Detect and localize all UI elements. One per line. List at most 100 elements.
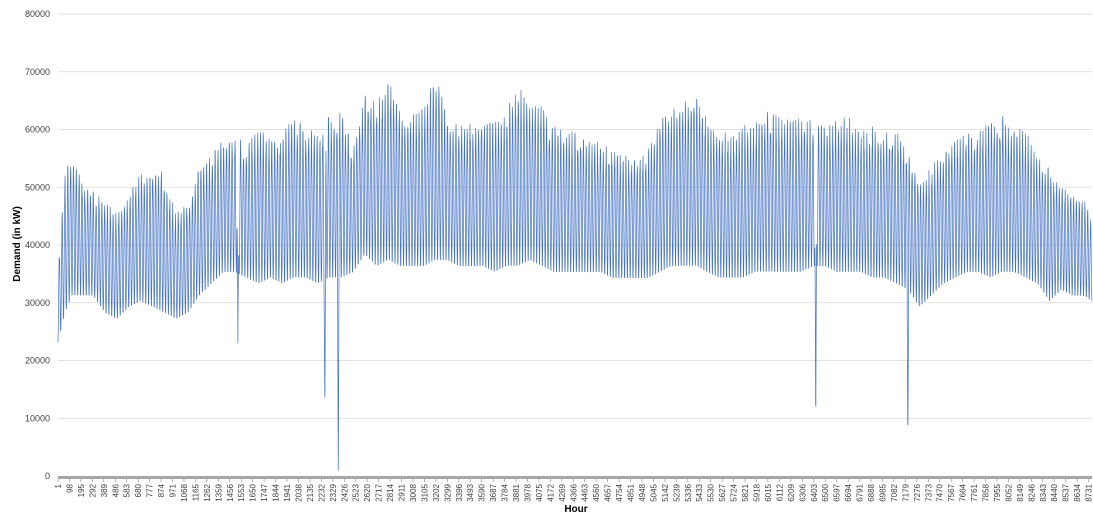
- x-tick-label: 8149: [1016, 483, 1025, 501]
- x-tick-label: 3978: [523, 483, 532, 501]
- x-tick-label: 4269: [558, 483, 567, 501]
- x-tick-label: 5724: [730, 483, 739, 501]
- x-tick-label: 7567: [947, 483, 956, 501]
- x-tick-label: 7955: [993, 483, 1002, 501]
- x-tick-label: 5530: [707, 483, 716, 501]
- x-tick-label: 7470: [936, 483, 945, 501]
- x-tick-label: 7082: [890, 483, 899, 501]
- x-tick-label: 1165: [191, 483, 200, 501]
- x-tick-label: 5627: [718, 483, 727, 501]
- x-tick-label: 8440: [1050, 483, 1059, 501]
- x-tick-label: 4754: [615, 483, 624, 501]
- x-axis-line: [58, 476, 1092, 479]
- x-tick-label: 2426: [340, 483, 349, 501]
- x-tick-label: 1844: [272, 483, 281, 501]
- x-tick-label: 2620: [363, 483, 372, 501]
- x-tick-label: 7373: [924, 483, 933, 501]
- x-tick-label: 2135: [306, 483, 315, 501]
- x-tick-label: 4657: [604, 483, 613, 501]
- x-tick-label: 3687: [489, 483, 498, 501]
- x-tick-label: 2523: [352, 483, 361, 501]
- x-tick-label: 3493: [466, 483, 475, 501]
- y-tick-label: 80000: [25, 9, 50, 19]
- x-tick-label: 1068: [180, 483, 189, 501]
- x-tick-label: 6306: [798, 483, 807, 501]
- x-tick-label: 1553: [237, 483, 246, 501]
- x-tick-label: 6403: [810, 483, 819, 501]
- x-tick-label: 1650: [249, 483, 258, 501]
- y-tick-label: 50000: [25, 182, 50, 192]
- x-tick-label: 5918: [753, 483, 762, 501]
- x-tick-label: 6791: [856, 483, 865, 501]
- y-tick-label: 30000: [25, 298, 50, 308]
- x-tick-label: 680: [134, 483, 143, 497]
- x-tick-label: 2717: [375, 483, 384, 501]
- x-tick-label: 8052: [1004, 483, 1013, 501]
- x-tick-label: 2232: [317, 483, 326, 501]
- x-tick-label: 5142: [661, 483, 670, 501]
- x-tick-label: 4948: [638, 483, 647, 501]
- x-tick-label: 583: [123, 483, 132, 497]
- x-tick-label: 4075: [535, 483, 544, 501]
- y-tick-label: 20000: [25, 356, 50, 366]
- x-tick-label: 6694: [844, 483, 853, 501]
- x-tick-label: 7276: [913, 483, 922, 501]
- x-tick-label: 7179: [901, 483, 910, 501]
- x-tick-label: 7664: [959, 483, 968, 501]
- x-tick-label: 1359: [214, 483, 223, 501]
- x-tick-label: 3105: [420, 483, 429, 501]
- x-tick-label: 7858: [982, 483, 991, 501]
- x-tick-label: 5045: [649, 483, 658, 501]
- x-tick-label: 3590: [478, 483, 487, 501]
- x-tick-label: 8343: [1039, 483, 1048, 501]
- x-axis-ticks: 1 98 195 292 389 486 583 680 777 874 971 1068 1165 12…: [54, 479, 1093, 502]
- x-tick-label: 1262: [203, 483, 212, 501]
- y-tick-label: 0: [45, 471, 50, 481]
- x-tick-label: 4560: [592, 483, 601, 501]
- y-tick-label: 40000: [25, 240, 50, 250]
- x-tick-label: 1747: [260, 483, 269, 501]
- x-tick-label: 3396: [455, 483, 464, 501]
- y-axis-title: Demand (in kW): [12, 206, 23, 282]
- x-tick-label: 5336: [684, 483, 693, 501]
- x-tick-label: 1456: [226, 483, 235, 501]
- x-axis: [58, 476, 1092, 479]
- y-axis-ticks: 0 10000 20000 30000 40000 50000 60000 70000 8000…: [25, 9, 50, 481]
- x-tick-label: 2911: [398, 483, 407, 501]
- x-tick-label: 6112: [775, 483, 784, 501]
- x-tick-label: 2038: [294, 483, 303, 501]
- x-tick-label: 5821: [741, 483, 750, 501]
- x-tick-label: 4172: [546, 483, 555, 501]
- x-tick-label: 389: [100, 483, 109, 497]
- x-tick-label: 6888: [867, 483, 876, 501]
- x-tick-label: 8537: [1062, 483, 1071, 501]
- series-layer: [57, 83, 1093, 471]
- x-tick-label: 3202: [432, 483, 441, 501]
- x-tick-label: 1: [54, 483, 63, 488]
- x-tick-label: 7761: [970, 483, 979, 501]
- x-tick-label: 2329: [329, 483, 338, 501]
- x-tick-label: 195: [77, 483, 86, 497]
- x-tick-label: 874: [157, 483, 166, 497]
- x-tick-label: 3299: [443, 483, 452, 501]
- x-tick-label: 777: [146, 483, 155, 497]
- x-tick-label: 3008: [409, 483, 418, 501]
- y-tick-label: 60000: [25, 125, 50, 135]
- x-tick-label: 1941: [283, 483, 292, 501]
- x-tick-label: 6500: [821, 483, 830, 501]
- x-tick-label: 6015: [764, 483, 773, 501]
- x-tick-label: 4851: [627, 483, 636, 501]
- x-tick-label: 6597: [833, 483, 842, 501]
- x-tick-label: 5433: [695, 483, 704, 501]
- x-tick-label: 4463: [581, 483, 590, 501]
- x-axis-title: Hour: [564, 504, 587, 515]
- x-tick-label: 2814: [386, 483, 395, 501]
- x-tick-label: 6209: [787, 483, 796, 501]
- x-tick-label: 4366: [569, 483, 578, 501]
- x-tick-label: 6985: [878, 483, 887, 501]
- x-tick-label: 98: [65, 483, 74, 492]
- x-tick-label: 8246: [1027, 483, 1036, 501]
- x-tick-label: 8731: [1085, 483, 1093, 501]
